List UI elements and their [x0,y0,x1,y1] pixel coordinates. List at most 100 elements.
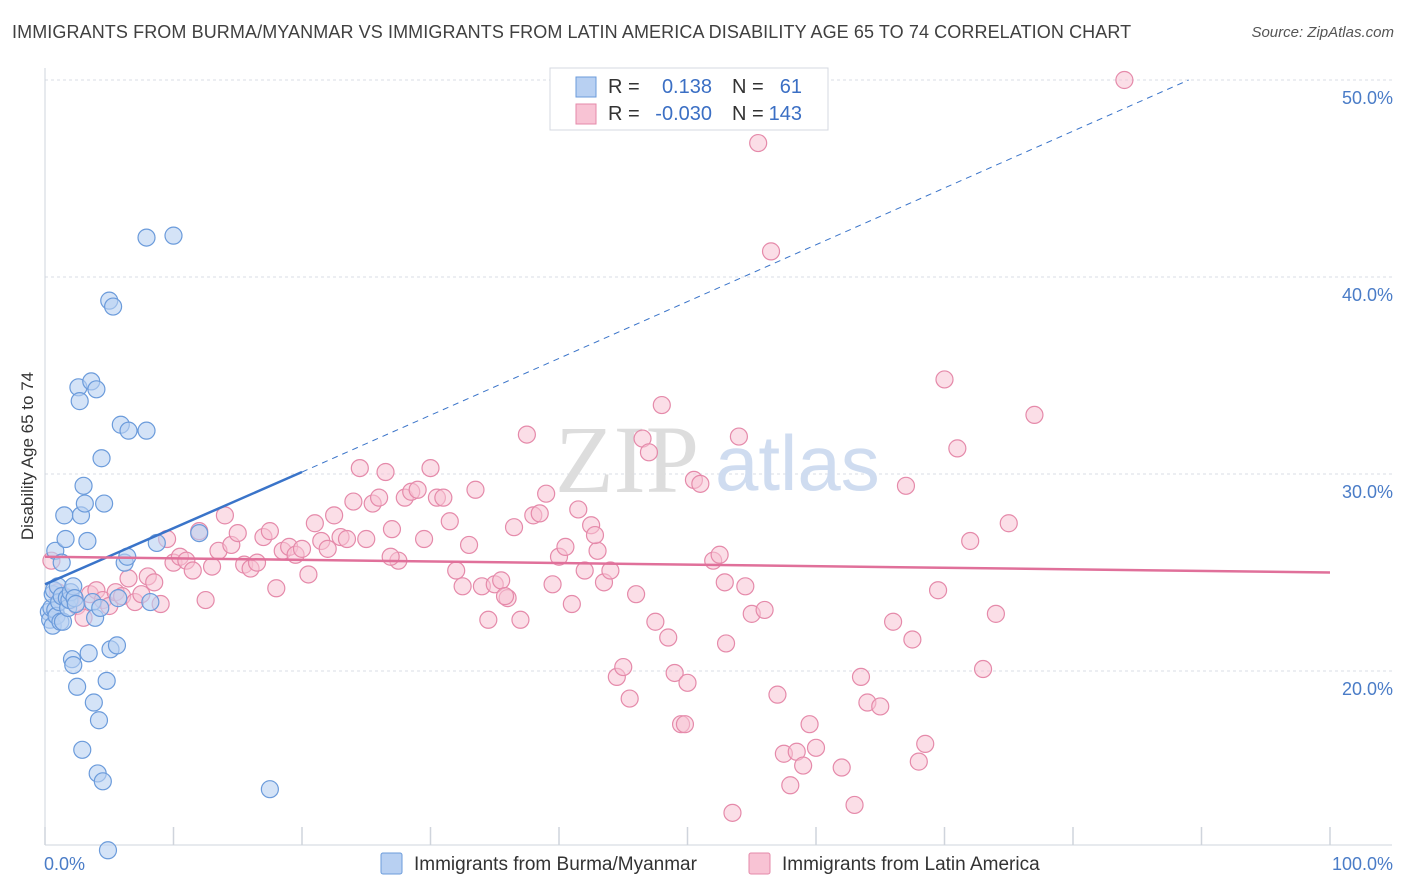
point-latin-america [305,514,324,533]
point-latin-america [459,535,479,555]
point-latin-america [710,545,729,564]
point-burma-myanmar [97,671,116,690]
y-tick-label: 20.0% [1342,679,1393,699]
point-latin-america [999,514,1018,533]
point-burma-myanmar [78,531,97,551]
point-latin-america [755,600,774,620]
legend: R = 0.138 N = 61 R = -0.030 N = 143 [549,67,829,131]
point-latin-america [376,462,395,482]
y-tick-labels: 20.0% 30.0% 40.0% 50.0% [1342,88,1393,699]
point-latin-america [675,715,695,734]
point-latin-america [652,395,671,415]
x-tick-labels: 0.0% 100.0% [44,854,1393,874]
point-latin-america [716,634,736,653]
bottom-legend-swatch-pink [748,852,771,875]
point-latin-america [800,715,819,734]
point-latin-america [614,657,633,677]
point-latin-america [228,523,247,543]
trend-burma [44,470,303,586]
point-latin-america [247,553,267,572]
point-latin-america [1115,70,1134,90]
point-burma-myanmar [75,494,94,513]
point-latin-america [370,488,389,507]
axes [44,68,1392,846]
x-tick-label: 100.0% [1332,854,1393,874]
point-latin-america [909,752,928,771]
gridlines [45,79,1392,672]
point-latin-america [646,612,665,631]
point-latin-america [344,492,363,511]
point-burma-myanmar [55,506,74,525]
point-latin-america [761,242,781,261]
point-latin-america [723,803,742,822]
point-latin-america [781,776,800,795]
point-latin-america [588,541,607,560]
point-burma-myanmar [56,529,75,549]
watermark-zip: ZIP [555,406,699,513]
point-latin-america [543,575,562,594]
point-latin-america [736,577,755,596]
point-latin-america [794,756,813,775]
point-burma-myanmar [73,740,92,759]
point-latin-america [928,581,948,600]
point-burma-myanmar [84,693,103,712]
point-latin-america [665,663,684,683]
y-tick-label: 40.0% [1342,285,1393,305]
point-burma-myanmar [190,523,209,543]
point-latin-america [145,573,164,592]
point-latin-america [325,506,344,525]
point-burma-myanmar [66,594,85,614]
point-latin-america [382,520,402,539]
point-burma-myanmar [109,589,128,608]
point-latin-america [575,561,594,580]
legend-n-value: 143 [769,103,802,125]
series-burma-myanmar [39,226,279,860]
legend-n-label: N = [732,76,764,98]
point-burma-myanmar [104,297,123,316]
point-latin-america [337,529,357,549]
legend-r-label: R = [608,103,640,125]
point-latin-america [453,577,472,596]
point-burma-myanmar [260,780,279,799]
point-latin-america [948,439,967,458]
series-latin-america [42,70,1134,822]
point-burma-myanmar [74,476,93,495]
point-burma-myanmar [89,711,109,730]
bottom-legend-swatch-blue [380,852,403,875]
point-burma-myanmar [119,421,138,440]
chart-title: IMMIGRANTS FROM BURMA/MYANMAR VS IMMIGRA… [12,22,1132,42]
point-latin-america [537,484,556,503]
point-latin-america [626,585,646,604]
point-latin-america [715,573,734,592]
point-latin-america [466,480,485,499]
point-latin-america [495,587,515,606]
legend-swatch-blue [575,76,597,98]
point-latin-america [492,571,511,590]
source-label: Source: ZipAtlas.com [1251,24,1394,41]
trend-lines [44,79,1331,586]
point-burma-myanmar [91,598,110,618]
point-burma-myanmar [92,449,111,468]
point-latin-america [357,529,376,549]
point-latin-america [986,604,1006,623]
point-burma-myanmar [68,677,87,696]
point-latin-america [896,476,916,495]
point-latin-america [832,758,851,777]
point-latin-america [479,610,498,629]
point-latin-america [935,370,954,389]
point-latin-america [408,480,427,499]
point-latin-america [883,612,903,631]
point-burma-myanmar [137,228,156,247]
point-burma-myanmar [52,553,71,572]
legend-swatch-pink [575,103,597,125]
point-burma-myanmar [93,772,112,791]
point-burma-myanmar [70,392,89,411]
point-latin-america [556,537,575,556]
point-latin-america [511,610,530,629]
point-latin-america [601,561,620,580]
point-latin-america [973,659,993,679]
point-latin-america [639,443,659,462]
legend-n-label: N = [732,103,764,125]
point-latin-america [434,488,453,507]
